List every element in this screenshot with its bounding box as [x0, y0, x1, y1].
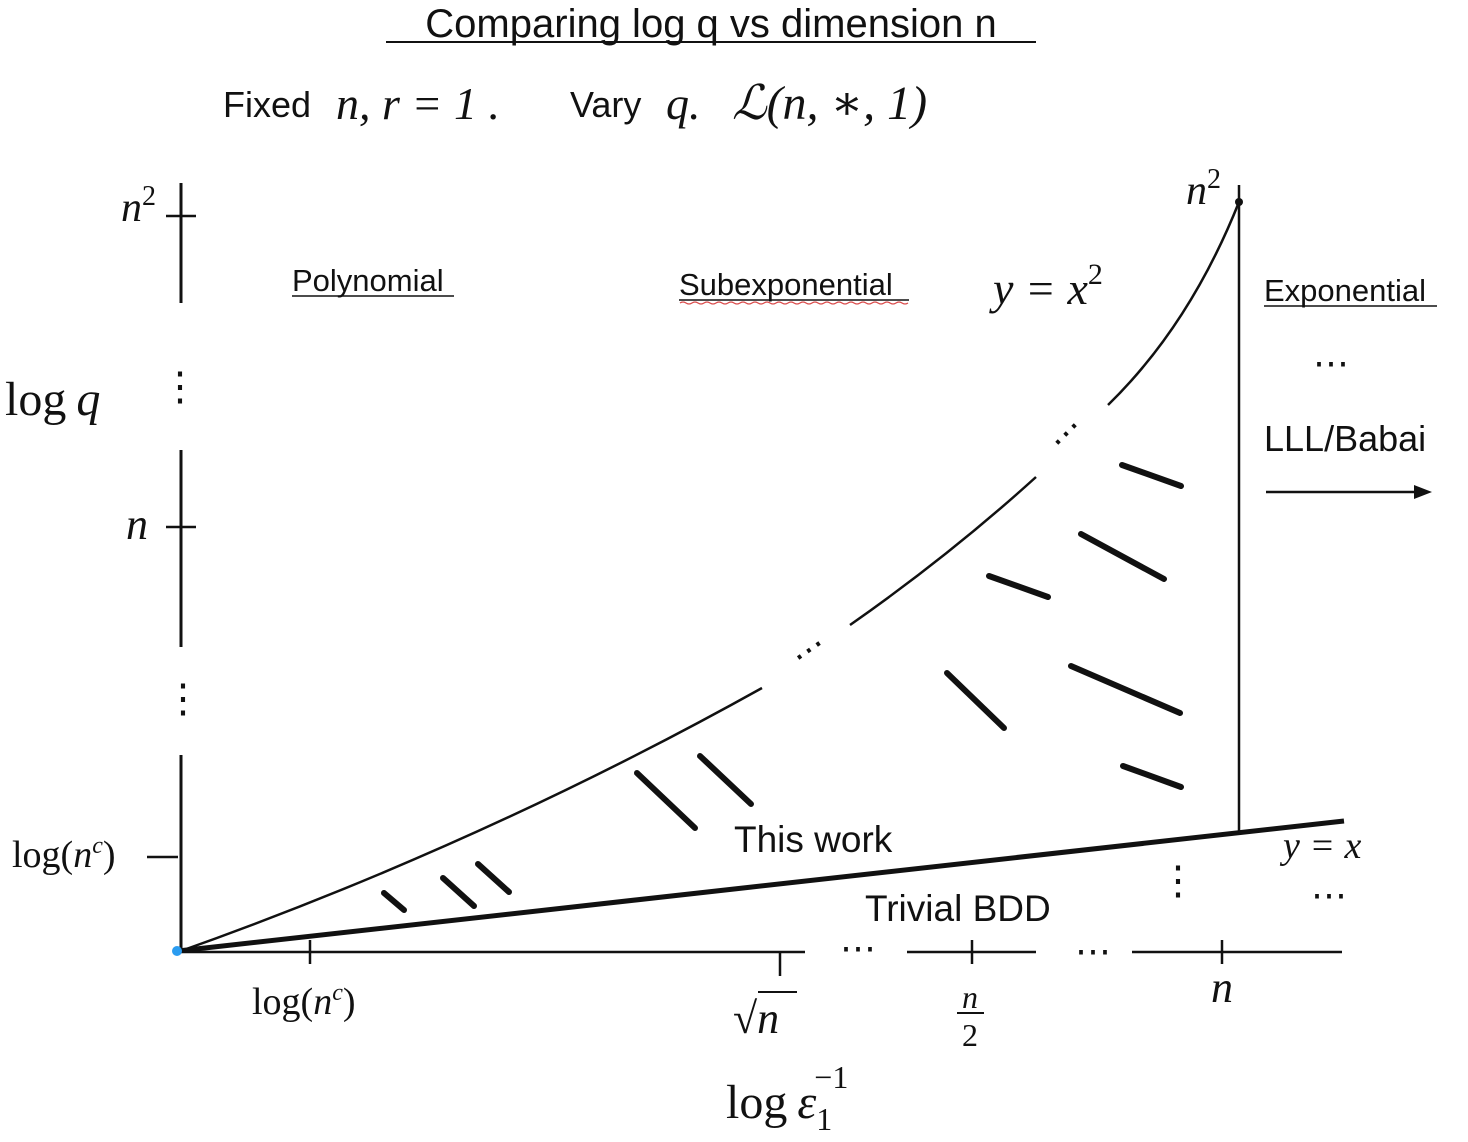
region-label-subexponential: Subexponential	[679, 267, 893, 302]
x-axis-label: log ε1−1	[726, 1059, 848, 1137]
x-tick-label-log-nc: log(nc)	[252, 980, 356, 1023]
annotation-this-work: This work	[734, 819, 893, 860]
subtitle-vary-math: q.	[666, 78, 701, 129]
line-lower-y-equals-x	[177, 818, 1345, 954]
region-label-lll-babai: LLL/Babai	[1264, 418, 1426, 459]
curve-gap-dots-1: ⋯	[784, 626, 833, 676]
hatch-stroke	[944, 670, 1007, 731]
hatch-stroke	[440, 875, 477, 909]
x-axis-dots-1: ⋯	[840, 928, 876, 968]
x-tick-label-sqrt-n: √n	[733, 994, 779, 1043]
hatch-stroke	[1078, 531, 1167, 582]
curve-lower-label: y = x	[1279, 825, 1362, 867]
hatch-stroke	[697, 753, 754, 807]
spellcheck-squiggle	[679, 301, 909, 305]
subtitle-fixed-math: n, r = 1 .	[336, 78, 500, 129]
exponential-dots: ⋯	[1313, 343, 1349, 383]
hatch-stroke	[1068, 663, 1183, 716]
subtitle-fixed-word: Fixed	[223, 84, 311, 125]
curve-gap-dots-2: ⋯	[1041, 409, 1091, 459]
diagram-title: Comparing log q vs dimension n	[425, 2, 996, 46]
lll-arrow-head	[1414, 485, 1432, 499]
hatch-stroke	[634, 770, 698, 831]
hatch-stroke	[475, 861, 512, 895]
region-label-polynomial: Polynomial	[292, 263, 444, 298]
subtitle-family-math: ℒ(n, ∗, 1)	[732, 77, 927, 130]
hatch-stroke	[986, 573, 1051, 600]
annotation-vdots-lower: ⋮	[1158, 858, 1198, 903]
curve-upper-segment-2	[849, 476, 1037, 627]
y-tick-label-n-squared: n2	[121, 181, 156, 231]
y-tick-label-n: n	[126, 500, 148, 549]
hatch-stroke	[381, 890, 407, 913]
x-tick-label-half-denominator: 2	[962, 1017, 978, 1053]
x-axis-dots-2: ⋯	[1075, 931, 1111, 971]
x-tick-label-n: n	[1211, 963, 1233, 1012]
y-axis-vdots-lower: ⋮	[163, 676, 203, 721]
y-tick-label-log-nc: log(nc)	[12, 833, 116, 876]
curve-upper-label: y = x2	[989, 258, 1103, 314]
hatch-stroke	[1119, 462, 1184, 489]
corner-label-n-squared: n2	[1186, 164, 1221, 214]
curve-upper-segment-3	[1107, 201, 1241, 406]
hatching-group	[381, 462, 1184, 913]
hatch-stroke	[1120, 763, 1184, 790]
x-tick-label-half-numerator: n	[962, 979, 978, 1015]
annotation-dots-lower-right: ⋯	[1311, 875, 1347, 915]
curve-upper-segment-1	[177, 686, 763, 954]
region-label-exponential: Exponential	[1264, 273, 1426, 308]
subtitle-vary-word: Vary	[570, 84, 641, 125]
origin-dot	[172, 946, 182, 956]
annotation-trivial-bdd: Trivial BDD	[865, 888, 1051, 929]
y-axis-label: log q	[5, 373, 100, 426]
y-axis-vdots-upper: ⋮	[160, 364, 200, 409]
